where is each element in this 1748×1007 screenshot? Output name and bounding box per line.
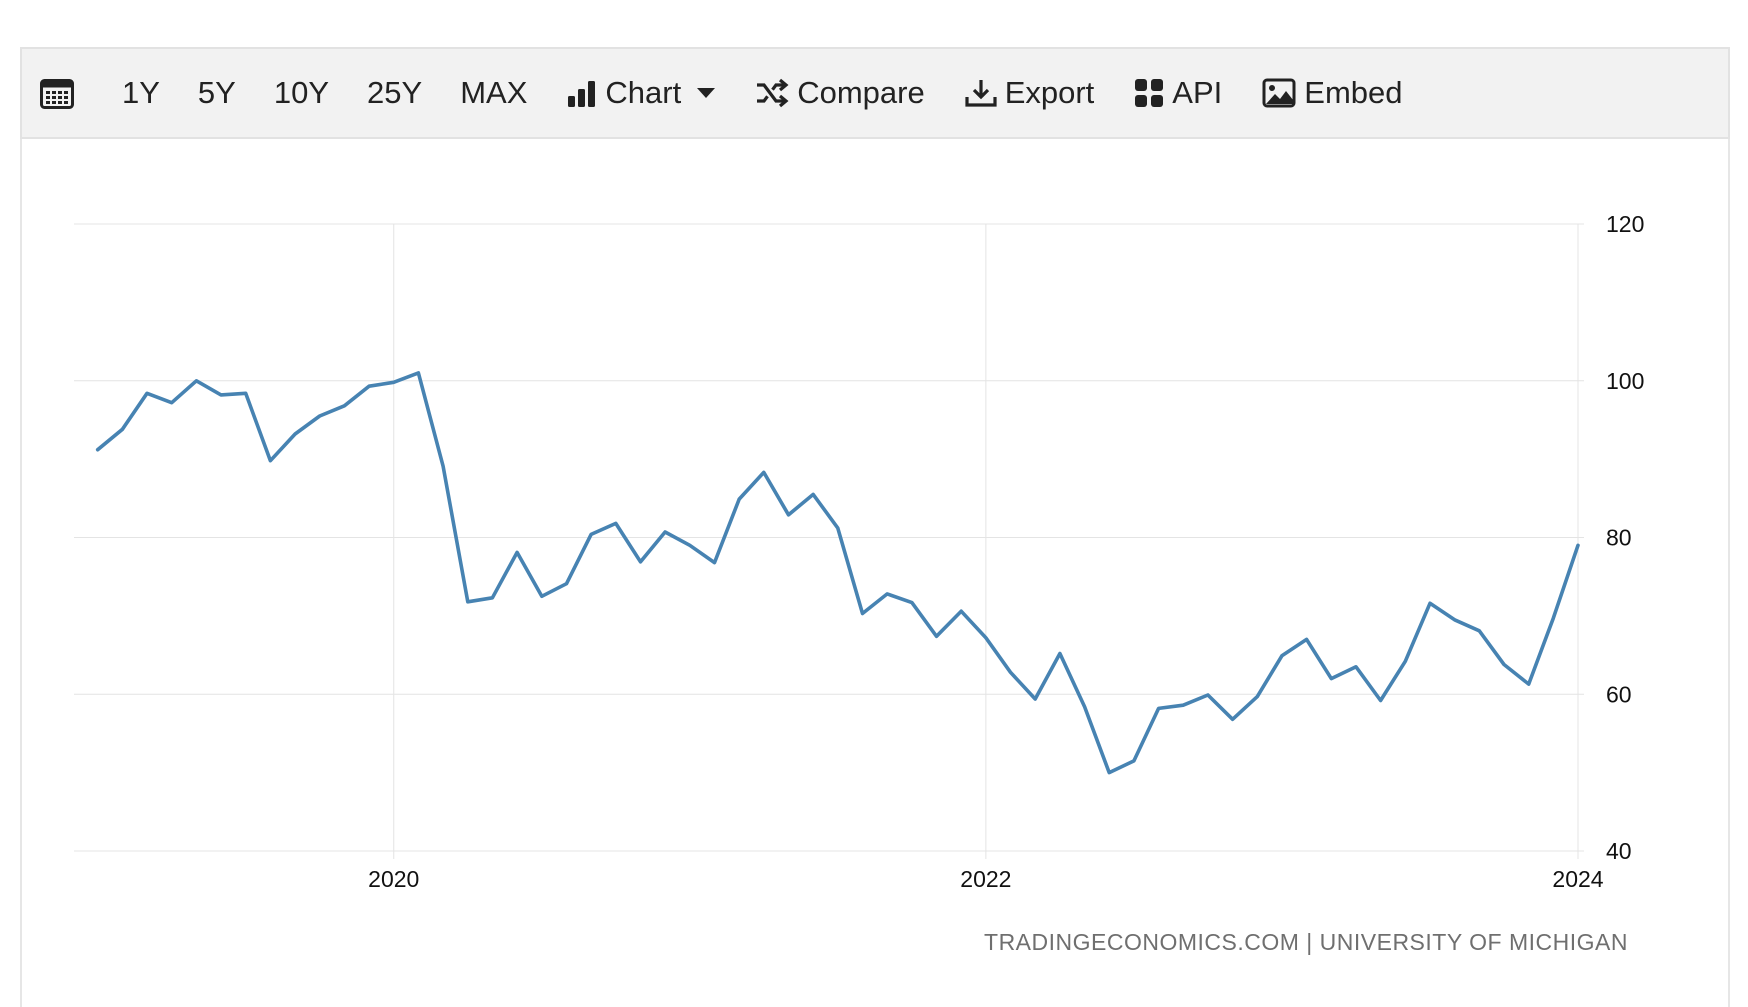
embed-label: Embed xyxy=(1304,75,1403,110)
chart-panel xyxy=(20,47,1730,1007)
y-tick-label: 60 xyxy=(1606,681,1632,707)
export-button[interactable]: Export xyxy=(965,75,1095,111)
bar-chart-icon xyxy=(567,78,597,108)
grid-layer xyxy=(74,223,1584,859)
grid-icon xyxy=(1134,78,1164,108)
range-max-button[interactable]: MAX xyxy=(460,75,528,110)
x-tick-label: 2020 xyxy=(368,866,419,892)
chart-type-dropdown[interactable]: Chart xyxy=(567,75,716,111)
series-line xyxy=(95,371,1580,775)
image-icon xyxy=(1262,78,1296,108)
chevron-down-icon xyxy=(697,88,716,98)
y-tick-label: 40 xyxy=(1606,838,1632,864)
shuffle-icon xyxy=(755,78,789,108)
y-tick-label: 80 xyxy=(1606,525,1632,551)
calendar-icon xyxy=(40,77,74,109)
tick-label-layer: 40 60 80 100 120 2020 2022 2024 xyxy=(368,211,1644,892)
y-tick-label: 100 xyxy=(1606,368,1644,394)
api-button[interactable]: API xyxy=(1134,75,1222,111)
export-label: Export xyxy=(1004,75,1095,110)
x-tick-label: 2024 xyxy=(1552,866,1603,892)
calendar-button[interactable] xyxy=(40,77,82,109)
range-10y-button[interactable]: 10Y xyxy=(273,75,330,110)
compare-label: Compare xyxy=(797,75,925,110)
chart-toolbar: 1Y 5Y 10Y 25Y MAX Chart Compare xyxy=(20,47,1730,139)
range-25y-button[interactable]: 25Y xyxy=(367,75,423,110)
source-attribution: TRADINGECONOMICS.COM | UNIVERSITY OF MIC… xyxy=(984,929,1628,955)
compare-button[interactable]: Compare xyxy=(755,75,925,111)
range-1y-button[interactable]: 1Y xyxy=(122,75,160,110)
range-5y-button[interactable]: 5Y xyxy=(197,75,236,110)
x-tick-label: 2022 xyxy=(960,866,1011,892)
embed-button[interactable]: Embed xyxy=(1262,75,1403,111)
api-label: API xyxy=(1172,75,1223,110)
download-icon xyxy=(965,78,997,108)
y-tick-label: 120 xyxy=(1606,211,1644,237)
chart-type-label: Chart xyxy=(605,75,682,110)
series-layer xyxy=(95,371,1580,775)
